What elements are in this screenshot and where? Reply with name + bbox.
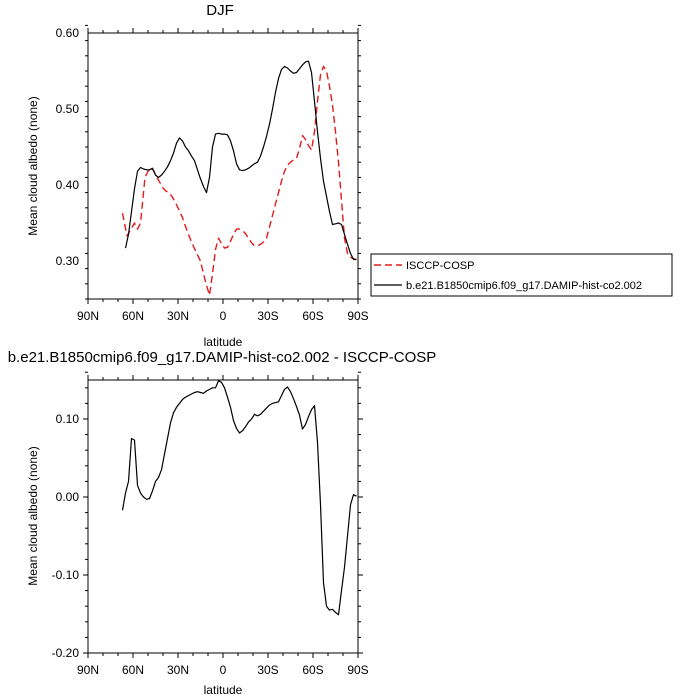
legend-label-model: b.e21.B1850cmip6.f09_g17.DAMIP-hist-co2.…	[406, 280, 642, 292]
x-tick-label: 60S	[302, 663, 323, 677]
y-tick-label: -0.10	[52, 568, 80, 582]
top-x-axis-label: latitude	[204, 335, 243, 349]
legend-label-isccp-cosp: ISCCP-COSP	[406, 260, 474, 272]
bottom-plot-frame	[87, 379, 359, 654]
top-series-lines	[121, 60, 357, 296]
top-ticks: 90N 60N 30N 0 30S 60S 90S 0.30 0.40 0.50 0.60	[56, 24, 369, 323]
y-tick-label: 0.00	[56, 490, 80, 504]
bottom-x-axis-label: latitude	[204, 683, 243, 697]
x-tick-label: 60N	[122, 663, 144, 677]
bottom-chart-title: b.e21.B1850cmip6.f09_g17.DAMIP-hist-co2.…	[8, 349, 437, 366]
bottom-series-line-difference	[121, 380, 357, 616]
x-tick-label: 60S	[302, 309, 323, 323]
y-tick-label: 0.10	[56, 412, 80, 426]
x-tick-label: 30S	[257, 309, 278, 323]
bottom-panel: b.e21.B1850cmip6.f09_g17.DAMIP-hist-co2.…	[8, 349, 437, 697]
legend-box	[370, 253, 673, 297]
x-tick-label: 60N	[122, 309, 144, 323]
top-y-axis-label: Mean cloud albedo (none)	[26, 96, 40, 235]
x-tick-label: 90S	[347, 663, 368, 677]
x-tick-label: 90N	[77, 309, 99, 323]
top-plot-frame	[87, 32, 359, 300]
top-chart-title: DJF	[206, 2, 234, 19]
y-tick-label: 0.60	[56, 26, 80, 40]
top-panel: DJF 90N 60N 30N 0 30S 60S 90S0.300.400.500.60 …	[26, 2, 673, 349]
y-tick-label: 0.30	[56, 254, 80, 268]
bottom-y-axis-label: Mean cloud albedo (none)	[26, 446, 40, 585]
x-tick-label: 0	[220, 663, 227, 677]
y-tick-label: 0.50	[56, 102, 80, 116]
x-tick-label: 90N	[77, 663, 99, 677]
y-tick-label: -0.20	[52, 646, 80, 660]
bottom-ticks: 90N 60N 30N 0 30S 60S 90S -0.20 -0.10 0.00 0.10	[52, 371, 369, 677]
bottom-series-lines	[121, 380, 357, 616]
y-tick-label: 0.40	[56, 178, 80, 192]
x-tick-label: 90S	[347, 309, 368, 323]
top-series-line-isccp-cosp	[121, 65, 357, 296]
x-tick-label: 0	[220, 309, 227, 323]
x-tick-label: 30S	[257, 663, 278, 677]
top-series-line-model	[124, 60, 357, 261]
legend: ISCCP-COSP b.e21.B1850cmip6.f09_g17.DAMI…	[370, 253, 673, 297]
x-tick-label: 30N	[167, 663, 189, 677]
x-tick-label: 30N	[167, 309, 189, 323]
